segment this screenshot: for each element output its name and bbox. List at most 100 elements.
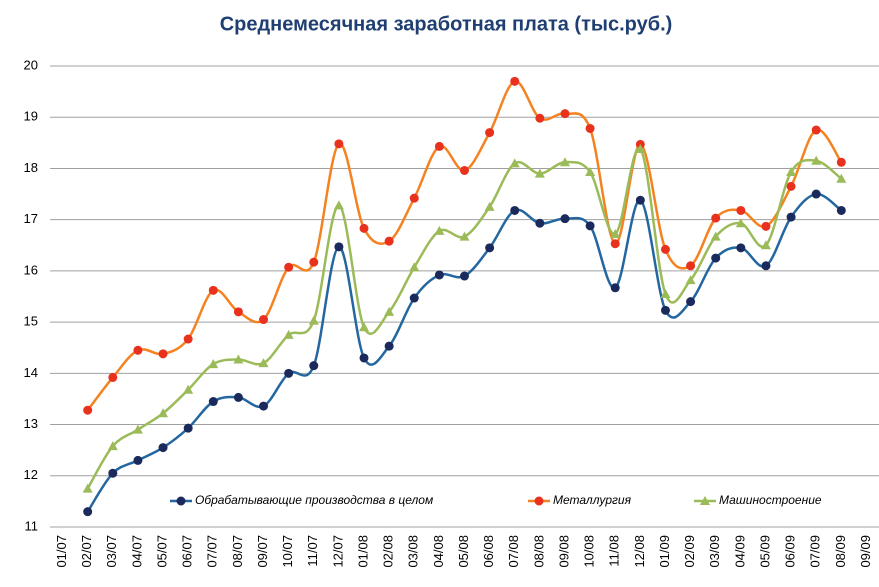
marker [760,240,771,250]
x-tick-label: 05/07 [154,535,169,568]
marker [635,195,645,205]
x-tick-label: 01/08 [355,535,370,568]
marker [786,212,796,222]
marker [535,113,545,123]
marker [460,165,469,175]
marker [459,231,470,241]
marker [409,193,419,203]
x-tick-label: 07/07 [205,535,220,568]
x-tick-label: 02/07 [79,535,94,568]
marker [334,139,344,149]
marker [711,213,721,223]
marker [333,200,344,210]
marker [735,218,746,228]
marker [233,392,243,402]
marker [283,329,294,339]
x-tick-label: 03/09 [707,535,722,568]
marker [108,468,118,478]
legend-marker [176,496,186,506]
x-tick-label: 12/08 [632,535,647,568]
marker [82,483,93,493]
marker [233,307,243,317]
x-tick-label: 05/08 [456,535,471,568]
x-tick-label: 09/07 [255,535,270,568]
marker [258,358,269,368]
marker [510,205,520,215]
marker [811,155,822,165]
y-tick-label: 13 [24,416,38,431]
marker [585,221,595,231]
marker [183,423,193,433]
marker [434,270,444,280]
marker [359,223,369,233]
marker [836,173,847,183]
marker [359,353,369,363]
x-tick-label: 08/08 [531,535,546,568]
legend-label: Металлургия [553,493,632,507]
x-tick-label: 08/07 [230,535,245,568]
marker [384,341,394,351]
marker [610,283,620,293]
marker [484,201,495,211]
marker [133,345,143,355]
x-tick-label: 09/09 [858,535,873,568]
marker [309,257,319,267]
marker [183,384,194,394]
marker [509,158,520,168]
legend-marker [700,496,710,505]
marker [686,261,696,271]
marker [811,125,821,135]
marker [434,141,444,151]
marker [836,157,846,167]
y-tick-label: 20 [24,57,38,72]
x-tick-label: 05/09 [757,535,772,568]
marker [761,221,771,231]
y-tick-label: 12 [24,467,38,482]
marker [308,315,319,325]
marker [686,297,696,307]
marker [359,322,370,332]
marker [83,405,93,415]
marker [610,229,621,239]
marker [560,214,570,224]
marker [535,218,545,228]
x-tick-label: 02/09 [682,535,697,568]
x-tick-label: 12/07 [330,535,345,568]
series [83,189,846,517]
marker [183,334,193,344]
marker [133,455,143,465]
series [82,143,847,493]
marker [83,507,93,517]
marker [158,349,168,359]
x-tick-label: 10/07 [280,535,295,568]
marker [284,368,294,378]
x-tick-label: 01/09 [657,535,672,568]
series [83,76,846,415]
marker [158,443,168,453]
x-tick-label: 04/07 [129,535,144,568]
x-tick-label: 07/08 [506,535,521,568]
marker [786,167,797,177]
x-tick-label: 11/08 [607,535,622,567]
marker [208,359,219,369]
marker [108,372,118,382]
marker [485,243,495,253]
marker [409,293,419,303]
marker [585,167,596,177]
x-tick-label: 09/08 [556,535,571,568]
marker [132,424,143,434]
legend-label: Обрабатывающие производства в целом [195,493,433,507]
x-tick-label: 03/08 [406,535,421,568]
x-tick-label: 06/08 [481,535,496,568]
marker [610,239,620,249]
marker [208,397,218,407]
marker [660,244,670,254]
marker [284,262,294,272]
y-tick-label: 18 [24,160,38,175]
marker [736,243,746,253]
marker [460,271,469,281]
x-tick-label: 07/09 [808,535,823,568]
legend-marker [534,496,544,506]
marker [811,189,821,199]
